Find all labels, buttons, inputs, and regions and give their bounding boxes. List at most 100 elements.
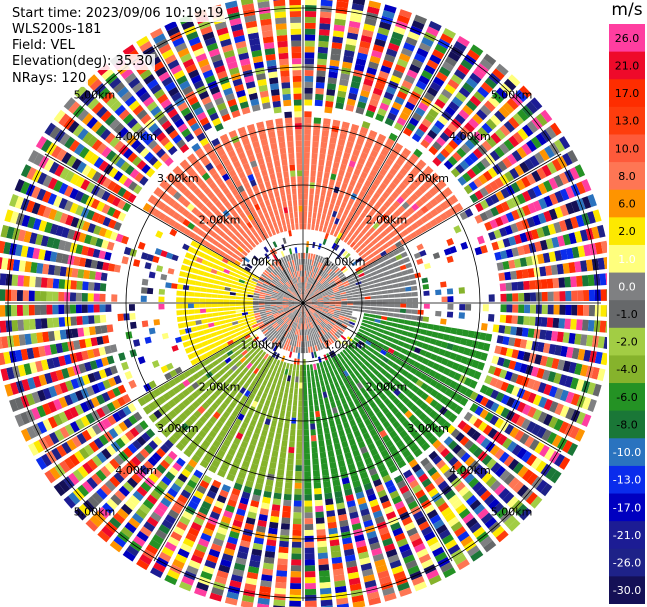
range-gate	[597, 368, 606, 382]
range-gate	[374, 558, 386, 568]
range-gate	[367, 188, 375, 197]
range-gate	[382, 163, 391, 172]
range-gate	[309, 194, 314, 201]
range-gate	[382, 10, 395, 19]
range-gate	[400, 191, 409, 201]
range-gate	[333, 394, 340, 401]
range-gate	[526, 120, 539, 134]
range-gate	[498, 106, 510, 119]
range-gate	[345, 104, 355, 112]
range-gate	[398, 9, 412, 19]
range-gate	[540, 483, 553, 497]
range-gate	[444, 511, 456, 523]
range-gate	[310, 423, 316, 430]
range-gate	[373, 278, 380, 284]
range-gate	[420, 215, 429, 224]
range-gate	[448, 370, 457, 379]
range-gate	[270, 456, 278, 464]
range-gate	[325, 94, 335, 102]
range-gate	[464, 156, 474, 167]
range-gate	[411, 463, 422, 473]
range-gate	[454, 481, 466, 493]
range-gate	[346, 32, 359, 41]
range-gate	[322, 309, 329, 313]
range-gate	[337, 90, 347, 98]
range-gate	[432, 141, 443, 151]
range-gate	[216, 270, 223, 276]
range-gate	[342, 377, 349, 385]
range-gate	[305, 600, 317, 607]
range-gate	[534, 152, 545, 165]
range-gate	[378, 324, 386, 329]
range-gate	[252, 303, 259, 306]
range-gate	[436, 443, 446, 454]
range-gate	[299, 317, 302, 324]
range-gate	[35, 276, 42, 288]
range-gate	[270, 510, 280, 518]
range-gate	[323, 327, 329, 333]
range-gate	[313, 351, 318, 358]
range-gate	[318, 323, 324, 330]
range-gate	[423, 64, 436, 75]
range-gate	[387, 554, 400, 564]
range-gate	[443, 247, 452, 256]
range-gate	[334, 381, 340, 389]
range-gate	[353, 362, 360, 370]
range-gate	[424, 165, 434, 175]
range-gate	[311, 286, 316, 292]
range-gate	[340, 325, 347, 331]
range-gate	[309, 316, 313, 322]
range-gate	[357, 176, 366, 185]
range-gate	[468, 181, 478, 191]
range-gate	[291, 559, 302, 566]
range-gate	[314, 369, 318, 376]
range-gate	[396, 401, 405, 410]
range-gate	[392, 338, 400, 345]
range-gate	[388, 331, 396, 338]
range-gate	[81, 292, 88, 302]
range-gate	[303, 199, 308, 206]
range-gate	[309, 265, 313, 272]
range-gate	[328, 293, 335, 296]
range-gate	[404, 74, 416, 85]
range-gate	[574, 363, 583, 376]
range-gate	[360, 263, 367, 269]
range-gate	[94, 325, 102, 335]
range-gate	[323, 300, 330, 302]
range-gate	[382, 420, 391, 429]
range-gate	[458, 109, 470, 120]
range-gate	[397, 214, 406, 223]
range-gate	[417, 101, 429, 112]
range-gate	[332, 36, 344, 44]
range-gate	[438, 348, 446, 356]
range-gate	[308, 328, 312, 335]
range-gate	[459, 385, 469, 395]
range-gate	[304, 323, 306, 330]
range-gate	[337, 271, 344, 277]
range-gate	[313, 399, 319, 406]
range-gate	[548, 385, 558, 398]
range-gate	[411, 212, 420, 221]
range-gate	[264, 303, 271, 305]
range-gate	[318, 564, 330, 571]
range-gate	[307, 259, 310, 266]
range-gate	[509, 426, 520, 439]
range-gate	[221, 328, 229, 334]
range-gate	[315, 511, 325, 518]
range-gate	[432, 455, 443, 465]
range-gate	[581, 397, 592, 410]
range-gate	[469, 193, 479, 203]
range-gate	[329, 59, 340, 67]
range-gate	[428, 369, 437, 378]
range-gate	[252, 300, 259, 303]
range-gate	[325, 100, 334, 108]
range-gate	[335, 199, 342, 207]
range-gate	[315, 505, 324, 513]
range-gate	[397, 383, 406, 392]
range-gate	[218, 316, 225, 321]
range-gate	[368, 61, 379, 70]
range-gate	[235, 299, 242, 303]
range-gate	[530, 495, 543, 509]
range-gate	[353, 229, 361, 237]
range-gate	[374, 335, 381, 342]
